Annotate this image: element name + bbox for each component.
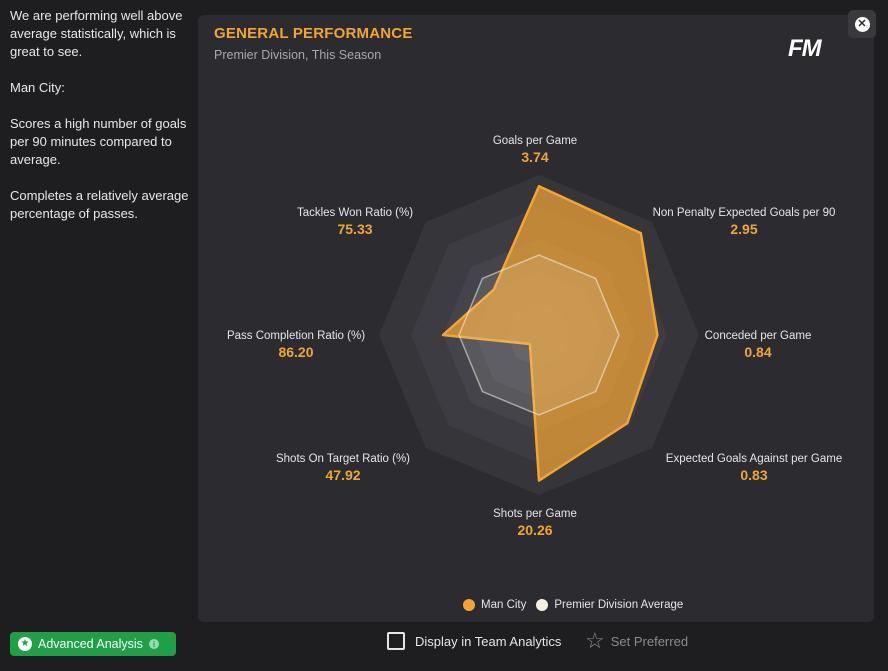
axis-value: 0.83 xyxy=(740,467,768,483)
axis-label: Shots On Target Ratio (%) 47.92 xyxy=(276,453,410,483)
legend-item-man-city: Man City xyxy=(463,599,526,611)
display-in-team-analytics[interactable]: Display in Team Analytics xyxy=(387,632,561,650)
display-label: Display in Team Analytics xyxy=(415,633,562,649)
series-premier-division-average xyxy=(458,254,620,416)
legend-dot xyxy=(536,599,549,611)
axis-label: Pass Completion Ratio (%) 86.20 xyxy=(227,330,365,360)
axis-name: Conceded per Game xyxy=(704,330,812,342)
close-button[interactable]: ✕ xyxy=(848,10,876,38)
info-icon[interactable]: i xyxy=(148,639,159,649)
insight-average: Completes a relatively average percentag… xyxy=(10,188,189,221)
set-preferred-button[interactable]: ☆ Set Preferred xyxy=(585,630,688,652)
star-icon: ★ xyxy=(18,637,32,651)
axis-name: Pass Completion Ratio (%) xyxy=(226,330,366,342)
axis-value: 2.95 xyxy=(730,221,758,237)
panel-subtitle: Premier Division, This Season xyxy=(214,48,382,62)
panel-title: GENERAL PERFORMANCE xyxy=(214,25,413,42)
axis-name: Shots On Target Ratio (%) xyxy=(275,453,411,465)
axis-value: 86.20 xyxy=(278,344,314,360)
star-outline-icon: ☆ xyxy=(585,628,605,653)
insight-summary: We are performing well above average sta… xyxy=(10,8,183,59)
axis-label: Non Penalty Expected Goals per 90 2.95 xyxy=(653,207,836,237)
axis-label: Expected Goals Against per Game 0.83 xyxy=(666,453,842,483)
axis-name: Tackles Won Ratio (%) xyxy=(296,207,414,219)
axis-value: 3.74 xyxy=(521,149,549,165)
insight-text: We are performing well above average sta… xyxy=(10,7,192,241)
insight-team: Man City: xyxy=(10,80,65,95)
fm-logo: FM xyxy=(788,35,822,62)
axis-value: 0.84 xyxy=(744,344,772,360)
advanced-analysis-label: Advanced Analysis xyxy=(38,637,143,651)
close-icon: ✕ xyxy=(854,16,870,32)
axis-label: Tackles Won Ratio (%) 75.33 xyxy=(297,207,413,237)
axis-label: Shots per Game 20.26 xyxy=(493,508,577,538)
chart-legend: Man City Premier Division Average xyxy=(463,599,693,611)
advanced-analysis-button[interactable]: ★ Advanced Analysis i xyxy=(10,632,176,656)
performance-panel: GENERAL PERFORMANCE Premier Division, Th… xyxy=(198,15,874,622)
axis-name: Non Penalty Expected Goals per 90 xyxy=(652,207,836,219)
insight-strength: Scores a high number of goals per 90 min… xyxy=(10,116,187,167)
axis-label: Goals per Game 3.74 xyxy=(493,135,577,165)
axis-name: Expected Goals Against per Game xyxy=(665,453,843,465)
axis-name: Shots per Game xyxy=(493,508,577,520)
display-checkbox[interactable] xyxy=(387,632,405,650)
axis-name: Goals per Game xyxy=(492,135,578,147)
legend-dot xyxy=(463,599,475,611)
series-man-city xyxy=(441,184,659,482)
axis-value: 75.33 xyxy=(337,221,373,237)
legend-label: Premier Division Average xyxy=(554,599,684,611)
set-preferred-label: Set Preferred xyxy=(610,633,689,649)
axis-value: 47.92 xyxy=(325,467,361,483)
legend-label: Man City xyxy=(481,599,527,611)
axis-label: Conceded per Game 0.84 xyxy=(705,330,812,360)
radar-chart xyxy=(379,175,699,495)
axis-value: 20.26 xyxy=(517,522,553,538)
legend-item-average: Premier Division Average xyxy=(536,599,683,611)
